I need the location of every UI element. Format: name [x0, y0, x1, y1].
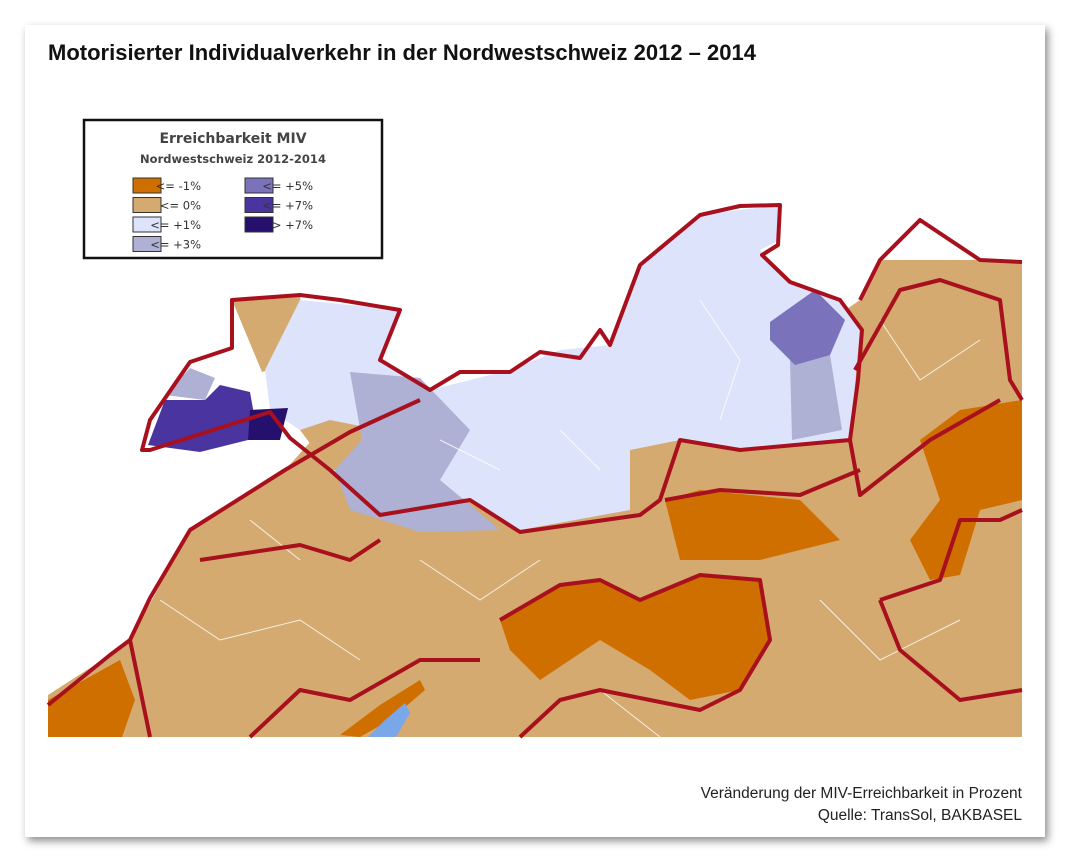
legend-label: <= +1%: [150, 218, 201, 232]
legend-title: Erreichbarkeit MIV: [159, 131, 306, 147]
legend-label: <= +3%: [150, 238, 201, 252]
legend-swatch: [244, 177, 274, 194]
legend-label: <= +5%: [262, 179, 313, 193]
municipal-lines: [159, 299, 981, 738]
region: [910, 400, 1022, 580]
legend-items: <= -1% <= 0% <= +1% <= +3% <= +5% <= +7% > +7%: [132, 177, 313, 252]
canton-border: [46, 218, 1024, 739]
region: [165, 368, 215, 400]
region: [770, 290, 845, 365]
legend-swatch: [132, 236, 162, 252]
footer-source: Quelle: TransSol, BAKBASEL: [818, 807, 1023, 824]
lake: [368, 703, 410, 737]
region: [148, 385, 255, 452]
region: [500, 575, 770, 700]
legend-label: <= 0%: [160, 199, 201, 213]
legend-swatch: [132, 177, 162, 194]
legend-swatch: [132, 216, 162, 233]
legend-swatch: [244, 197, 274, 213]
region: [665, 490, 840, 560]
legend-swatch: [132, 197, 162, 213]
title: Motorisierter Individualverkehr in der N…: [48, 40, 757, 65]
region: [790, 355, 842, 440]
legend-label: <= -1%: [156, 179, 201, 193]
legend-label: <= +7%: [262, 199, 313, 213]
canton-border: [140, 203, 864, 534]
legend-label: > +7%: [272, 218, 313, 232]
region: [340, 680, 425, 737]
region: [335, 372, 500, 532]
legend-subtitle: Nordwestschweiz 2012-2014: [140, 152, 326, 166]
map: [46, 203, 1024, 739]
footer-caption: Veränderung der MIV-Erreichbarkeit in Pr…: [701, 785, 1023, 802]
legend-swatch: [244, 216, 274, 233]
region: [48, 660, 135, 737]
